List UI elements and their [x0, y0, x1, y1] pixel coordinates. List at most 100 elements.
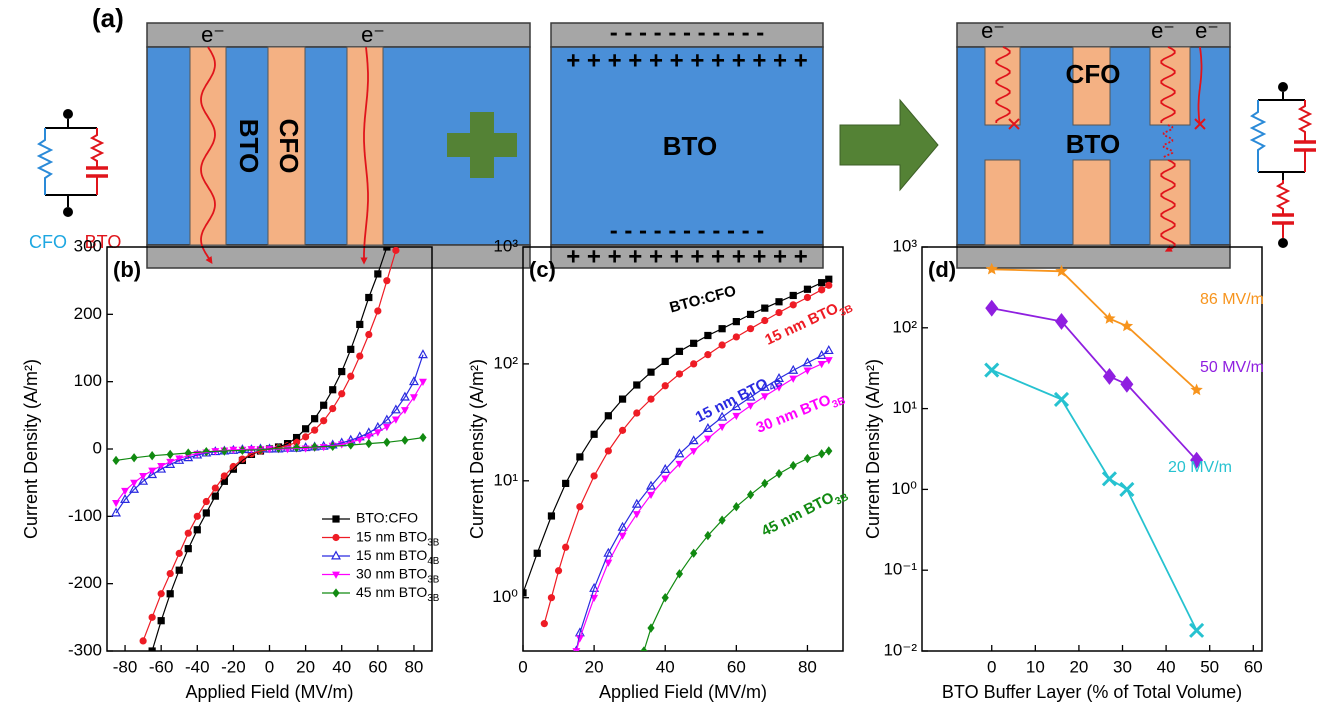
x-tick-label: 0	[518, 657, 527, 676]
resistor	[92, 128, 102, 195]
capacitor	[1294, 142, 1316, 150]
y-tick-label: 10¹	[892, 398, 917, 417]
charge-row: + + + + + + + + + + + +	[566, 47, 808, 74]
y-tick-label: 300	[74, 236, 102, 255]
data-point	[392, 247, 399, 254]
x-tick-label: 20	[296, 657, 315, 676]
x-tick-label: 60	[368, 657, 387, 676]
layer-label: CFO	[274, 119, 304, 174]
y-tick-label: 0	[93, 438, 102, 457]
x-tick-label: 40	[332, 657, 351, 676]
y-axis-label: Current Density (A/m²)	[21, 359, 41, 539]
series-line	[116, 438, 423, 461]
y-axis-label: Current Density (A/m²)	[863, 359, 883, 539]
panel-label: (b)	[113, 257, 141, 282]
x-tick-label: -40	[185, 657, 210, 676]
circuit	[39, 109, 108, 217]
circuit	[1252, 82, 1316, 248]
charge-row: - - - - - - - - - - -	[610, 217, 765, 244]
y-tick-label: -100	[68, 506, 102, 525]
y-tick-label: 200	[74, 304, 102, 323]
y-tick-label: 10²	[493, 353, 518, 372]
series-label: 45 nm BTO3B	[759, 483, 851, 544]
x-tick-label: 0	[987, 657, 996, 676]
legend-label: 15 nm BTO3B	[356, 528, 440, 548]
electron-label: e⁻	[981, 18, 1005, 43]
x-tick-label: 30	[1113, 657, 1132, 676]
plus-sign	[470, 112, 494, 178]
x-axis-label: BTO Buffer Layer (% of Total Volume)	[942, 682, 1242, 702]
y-tick-label: 10³	[892, 236, 917, 255]
electron-label: e⁻	[201, 22, 225, 47]
legend-label: 30 nm BTO3B	[356, 565, 440, 585]
layer-label: BTO	[234, 119, 264, 173]
data-point	[332, 588, 339, 597]
capacitor	[86, 168, 108, 176]
legend-label: 45 nm BTO3B	[356, 584, 440, 604]
x-tick-label: 10	[1026, 657, 1045, 676]
series-label: 50 MV/m	[1200, 359, 1264, 376]
legend-label: BTO:CFO	[356, 510, 418, 526]
x-tick-label: 60	[1244, 657, 1263, 676]
y-tick-label: 10³	[493, 236, 518, 255]
series-label: 86 MV/m	[1200, 291, 1264, 308]
x-tick-label: 40	[656, 657, 675, 676]
x-axis-label: Applied Field (MV/m)	[599, 682, 767, 702]
x-axis-label: Applied Field (MV/m)	[185, 682, 353, 702]
y-tick-label: 10²	[892, 317, 917, 336]
series-label: BTO:CFO	[668, 282, 738, 316]
x-tick-label: 50	[1200, 657, 1219, 676]
series-line	[644, 451, 829, 651]
y-axis-label: Current Density (A/m²)	[467, 359, 487, 539]
layer-label: BTO	[663, 131, 717, 161]
capacitor	[1272, 215, 1294, 223]
electron-label: e⁻	[1195, 18, 1219, 43]
series-line	[576, 360, 829, 651]
resistor	[1252, 100, 1264, 172]
legend-label: 15 nm BTO4B	[356, 547, 440, 567]
series-line	[992, 370, 1197, 630]
wire	[1258, 92, 1305, 180]
panel-label: (a)	[92, 3, 124, 33]
series-line	[992, 269, 1197, 390]
data-point	[640, 646, 647, 655]
data-point	[332, 552, 340, 559]
x-tick-label: 40	[1157, 657, 1176, 676]
cfo-pillar	[190, 47, 226, 245]
panel-label: (c)	[529, 257, 556, 282]
electron-label: e⁻	[1151, 18, 1175, 43]
figure: (a) BTO CFO e⁻ e⁻ CFO BTO - - - - - - - …	[0, 0, 1319, 711]
x-tick-label: -20	[221, 657, 246, 676]
y-tick-label: 100	[74, 371, 102, 390]
layer-label: BTO	[1066, 129, 1120, 159]
resistor	[1278, 180, 1288, 238]
data-point	[332, 515, 339, 522]
y-tick-label: 10⁰	[492, 587, 518, 606]
y-tick-label: -200	[68, 573, 102, 592]
layer-label: CFO	[1066, 59, 1121, 89]
y-tick-label: 10⁻¹	[883, 560, 917, 579]
x-tick-label: 20	[1069, 657, 1088, 676]
plot-area	[985, 263, 1203, 637]
resistor	[39, 128, 51, 195]
cfo-pillar	[1073, 160, 1110, 245]
x-tick-label: 80	[798, 657, 817, 676]
y-tick-label: 10⁻²	[883, 640, 917, 659]
arrow	[840, 100, 938, 190]
resistor	[1300, 100, 1310, 172]
data-point	[332, 572, 340, 579]
terminal	[1278, 82, 1288, 92]
x-tick-label: 80	[404, 657, 423, 676]
y-tick-label: -300	[68, 640, 102, 659]
x-tick-label: 20	[585, 657, 604, 676]
data-point	[332, 534, 339, 541]
data-point	[541, 620, 548, 627]
series-label: 20 MV/m	[1168, 459, 1232, 476]
data-point	[825, 357, 833, 364]
y-tick-label: 10¹	[493, 470, 518, 489]
cfo-pillar	[1150, 160, 1190, 245]
terminal	[63, 207, 73, 217]
x-tick-label: -80	[113, 657, 138, 676]
cfo-pillar	[1150, 47, 1190, 125]
x-tick-label: -60	[149, 657, 174, 676]
